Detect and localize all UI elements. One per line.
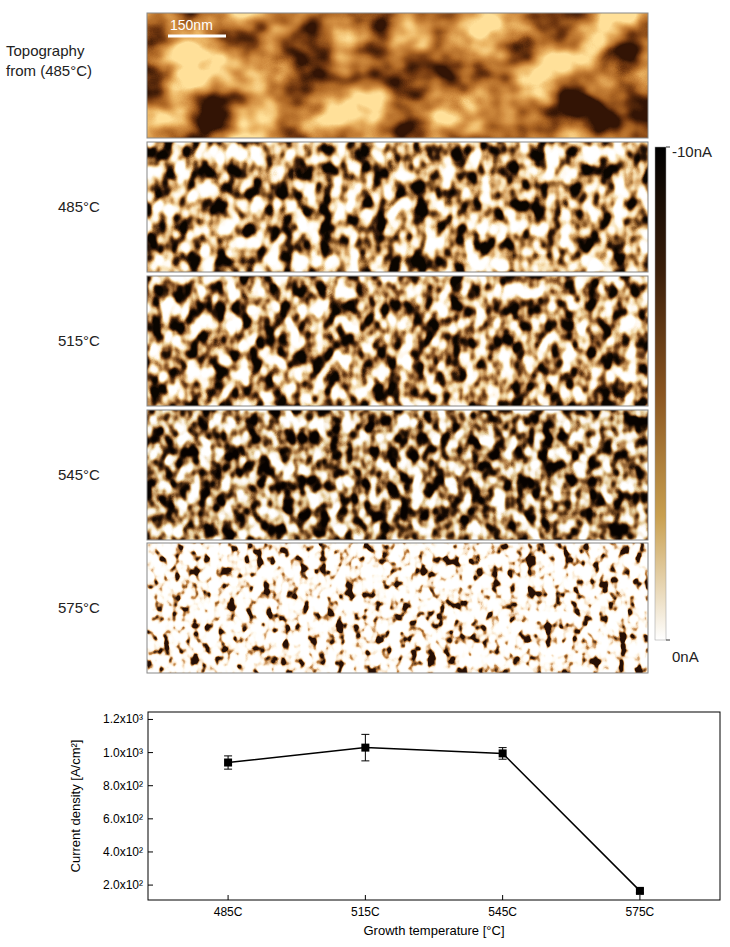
error-bar bbox=[499, 748, 507, 760]
panel-frame bbox=[147, 13, 648, 138]
y-tick bbox=[148, 752, 153, 753]
current-map bbox=[147, 142, 648, 272]
colorbar-label: 0nA bbox=[672, 648, 699, 665]
data-point bbox=[224, 759, 232, 767]
y-tick bbox=[148, 885, 153, 886]
y-tick bbox=[148, 818, 153, 819]
temperature-label: 545°C bbox=[58, 466, 100, 483]
data-point bbox=[636, 887, 644, 895]
y-tick-label: 1.2x10³ bbox=[103, 712, 143, 726]
y-tick-label: 2.0x10² bbox=[103, 878, 143, 892]
y-tick-label: 8.0x10² bbox=[103, 779, 143, 793]
y-axis-title: Current density [A/cm²] bbox=[68, 740, 83, 873]
x-tick-label: 485C bbox=[214, 905, 243, 919]
y-tick bbox=[148, 851, 153, 852]
data-line bbox=[228, 748, 640, 891]
current-map bbox=[147, 543, 648, 673]
current-map bbox=[147, 276, 648, 406]
x-tick bbox=[639, 895, 640, 900]
x-tick bbox=[228, 895, 229, 900]
y-tick-label: 4.0x10² bbox=[103, 845, 143, 859]
topography-image bbox=[147, 13, 648, 138]
y-tick-label: 6.0x10² bbox=[103, 812, 143, 826]
panel-frame bbox=[147, 276, 648, 406]
plot-marks bbox=[224, 734, 644, 895]
panel-frame bbox=[147, 543, 648, 673]
error-bar bbox=[361, 734, 369, 761]
data-point bbox=[361, 744, 369, 752]
scale-bar bbox=[168, 35, 226, 38]
x-tick-label: 575C bbox=[626, 905, 655, 919]
canvas: 150nm Topographyfrom (485°C) 485°C 515°C 545… bbox=[0, 0, 730, 947]
colorbar-label: -10nA bbox=[672, 143, 712, 160]
colorbar-tick bbox=[666, 640, 670, 641]
y-tick-label: 1.0x10³ bbox=[103, 746, 143, 760]
x-tick-label: 545C bbox=[488, 905, 517, 919]
temperature-label: 515°C bbox=[58, 332, 100, 349]
topography-label: Topographyfrom (485°C) bbox=[6, 42, 92, 79]
y-tick bbox=[148, 785, 153, 786]
x-axis-title: Growth temperature [°C] bbox=[363, 923, 504, 938]
plot-frame bbox=[148, 712, 720, 900]
figure: 150nm Topographyfrom (485°C) 485°C 515°C 545… bbox=[0, 0, 730, 947]
x-tick bbox=[502, 895, 503, 900]
panel-frame bbox=[147, 410, 648, 540]
data-point bbox=[499, 749, 507, 757]
scale-bar-label: 150nm bbox=[170, 17, 213, 33]
x-tick bbox=[365, 895, 366, 900]
temperature-label: 575°C bbox=[58, 599, 100, 616]
current-map bbox=[147, 410, 648, 540]
x-tick-label: 515C bbox=[351, 905, 380, 919]
colorbar-tick bbox=[666, 147, 670, 148]
error-bar bbox=[224, 756, 232, 769]
temperature-label: 485°C bbox=[58, 198, 100, 215]
y-tick bbox=[148, 719, 153, 720]
panel-frame bbox=[147, 142, 648, 272]
colorbar bbox=[655, 147, 666, 640]
